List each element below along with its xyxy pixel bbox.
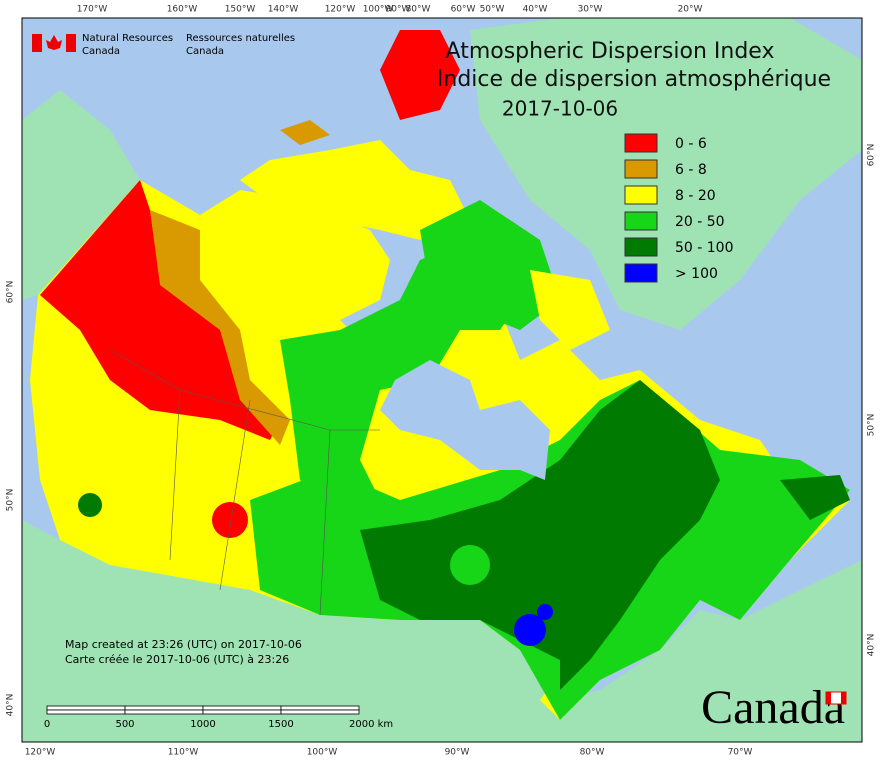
left-label: 60°N: [6, 281, 16, 304]
scale-label: 1000: [190, 719, 215, 730]
flag-bar: [66, 34, 76, 52]
legend-label: 50 - 100: [675, 240, 734, 256]
legend-swatch: [624, 159, 658, 179]
scale-label: 2000 km: [349, 719, 393, 730]
top-label: 120°W: [325, 5, 356, 15]
flag-bar: [32, 34, 42, 52]
legend-label: 0 - 6: [675, 136, 707, 152]
arctic-islands-orange: [280, 120, 330, 145]
alaska: [22, 90, 140, 300]
scale-segment: [46, 709, 126, 715]
legend-swatch: [624, 133, 658, 153]
legend-label: 20 - 50: [675, 214, 725, 230]
flag-leaf: [46, 35, 62, 50]
top-label: 140°W: [268, 5, 299, 15]
map-area: [22, 18, 862, 742]
agency-logo: Natural Resources Canada Ressources natu…: [32, 33, 295, 57]
low-spot: [212, 502, 248, 538]
bottom-label: 80°W: [580, 748, 605, 758]
scale-segment: [124, 705, 204, 711]
agency-fr: Ressources naturelles: [186, 33, 295, 44]
top-label: 80°W: [406, 5, 431, 15]
agency-fr: Canada: [186, 46, 224, 57]
spot: [450, 545, 490, 585]
wordmark-flag: [826, 692, 831, 704]
labrador: [530, 270, 610, 350]
scale-segment: [280, 705, 360, 711]
high-spot: [537, 604, 553, 620]
left-label: 40°N: [6, 694, 16, 717]
top-label: 150°W: [225, 5, 256, 15]
legend-label: > 100: [675, 266, 718, 282]
spot: [78, 493, 102, 517]
wordmark-flag: [841, 692, 846, 704]
scale-segment: [280, 709, 360, 715]
top-label: 160°W: [167, 5, 198, 15]
subtitle: Indice de dispersion atmosphérique: [437, 67, 831, 92]
legend-swatch: [624, 211, 658, 231]
top-label: 20°W: [678, 5, 703, 15]
borders: [109, 349, 380, 616]
bottom-label: 90°W: [445, 748, 470, 758]
title: Atmospheric Dispersion Index: [446, 39, 775, 64]
region-darkgreen-east: [780, 475, 850, 520]
scale-segment: [46, 705, 126, 711]
top-label: 30°W: [578, 5, 603, 15]
legend-swatch: [624, 185, 658, 205]
scale-label: 500: [115, 719, 134, 730]
hudson-bay: [380, 360, 550, 480]
border: [219, 399, 251, 591]
border: [319, 429, 331, 616]
bottom-label: 110°W: [168, 748, 199, 758]
high-spot: [514, 614, 546, 646]
baffin: [420, 200, 560, 330]
legend-swatch: [624, 263, 658, 283]
right-label: 60°N: [867, 144, 877, 167]
ellesmere: [380, 30, 460, 120]
left-label: 50°N: [6, 489, 16, 512]
frame: [21, 17, 863, 743]
top-label: 170°W: [77, 5, 108, 15]
date: 2017-10-06: [502, 97, 618, 121]
legend-label: 8 - 20: [675, 188, 716, 204]
right-label: 50°N: [867, 414, 877, 437]
scale-segment: [202, 705, 282, 711]
border: [109, 349, 380, 431]
right-label: 40°N: [867, 634, 877, 657]
region-red: [40, 180, 280, 440]
top-label: 40°W: [523, 5, 548, 15]
legend-label: 6 - 8: [675, 162, 707, 178]
scale-label: 0: [44, 719, 50, 730]
scale-segment: [124, 709, 204, 715]
agency-en: Canada: [82, 46, 120, 57]
top-label: 90°W: [386, 5, 411, 15]
top-label: 50°W: [480, 5, 505, 15]
created-en: Map created at 23:26 (UTC) on 2017-10-06: [65, 638, 302, 651]
border: [169, 389, 181, 561]
top-label: 100°W: [363, 5, 394, 15]
region-darkgreen: [360, 380, 720, 690]
usa: [22, 520, 862, 742]
bottom-label: 70°W: [728, 748, 753, 758]
top-label: 60°W: [451, 5, 476, 15]
scale-label: 1500: [268, 719, 293, 730]
bottom-label: 100°W: [307, 748, 338, 758]
bottom-label: 120°W: [25, 748, 56, 758]
arctic-islands: [240, 140, 470, 240]
scale-segment: [202, 709, 282, 715]
greenland: [470, 18, 862, 330]
wordmark: Canada: [701, 681, 845, 734]
region-orange: [150, 210, 290, 445]
created-fr: Carte créée le 2017-10-06 (UTC) à 23:26: [65, 653, 289, 666]
legend-swatch: [624, 237, 658, 257]
agency-en: Natural Resources: [82, 33, 173, 44]
